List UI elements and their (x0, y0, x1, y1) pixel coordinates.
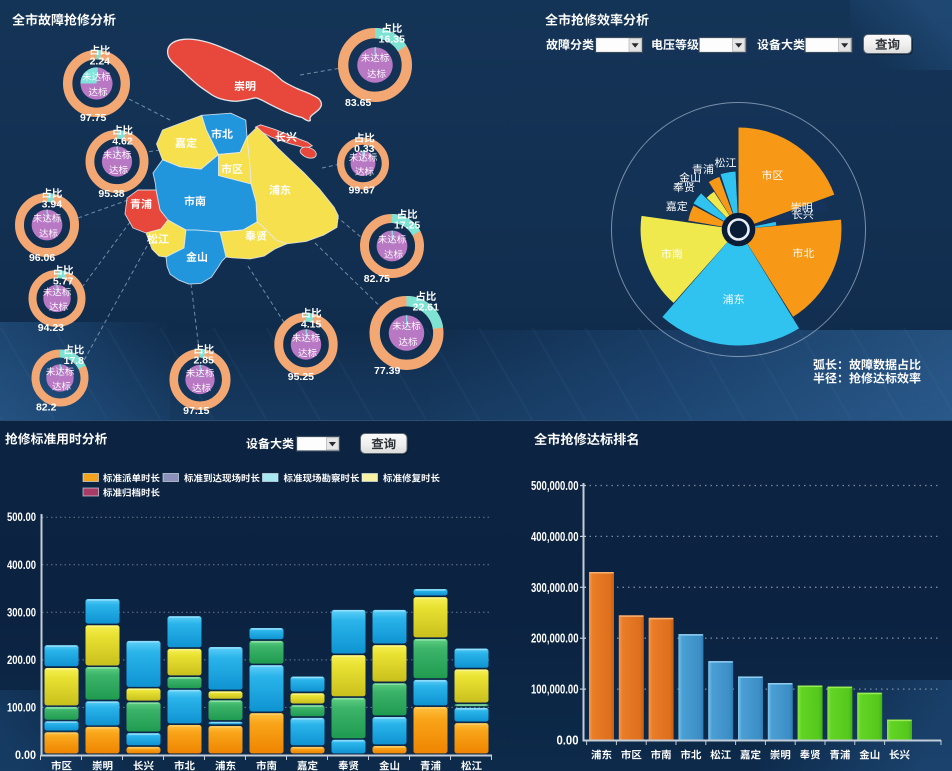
svg-text:2.24: 2.24 (90, 56, 111, 68)
svg-text:2.85: 2.85 (193, 355, 214, 367)
svg-text:99.67: 99.67 (349, 185, 375, 197)
svg-text:95.38: 95.38 (98, 188, 124, 200)
svg-text:0.00: 0.00 (15, 750, 36, 762)
svg-text:400.00: 400.00 (7, 560, 36, 572)
svg-text:100.00: 100.00 (7, 702, 36, 714)
svg-text:4.62: 4.62 (112, 136, 133, 148)
svg-text:500,000.00: 500,000.00 (531, 478, 579, 493)
svg-text:95.25: 95.25 (288, 371, 314, 383)
svg-text:5.77: 5.77 (53, 276, 74, 288)
svg-text:300.00: 300.00 (7, 607, 36, 619)
svg-text:100,000.00: 100,000.00 (531, 682, 579, 697)
svg-text:96.06: 96.06 (29, 252, 55, 264)
svg-text:0.33: 0.33 (354, 143, 375, 155)
svg-text:82.75: 82.75 (364, 273, 390, 285)
svg-text:400,000.00: 400,000.00 (531, 529, 579, 544)
svg-text:200.00: 200.00 (7, 655, 36, 667)
svg-text:3.94: 3.94 (42, 199, 63, 211)
svg-text:200,000.00: 200,000.00 (531, 631, 579, 646)
svg-text:17.8: 17.8 (64, 355, 85, 367)
svg-text:0.00: 0.00 (557, 733, 579, 748)
svg-text:16.35: 16.35 (379, 34, 405, 46)
svg-text:4.15: 4.15 (301, 318, 322, 330)
svg-text:77.39: 77.39 (374, 365, 400, 377)
svg-text:83.65: 83.65 (345, 97, 371, 109)
svg-text:300,000.00: 300,000.00 (531, 580, 579, 595)
svg-text:17.25: 17.25 (394, 220, 420, 232)
svg-text:82.2: 82.2 (36, 402, 57, 414)
svg-text:22.61: 22.61 (413, 302, 439, 314)
svg-text:500.00: 500.00 (7, 512, 36, 524)
svg-text:97.15: 97.15 (183, 405, 209, 417)
svg-text:97.75: 97.75 (80, 112, 106, 124)
svg-text:94.23: 94.23 (38, 322, 64, 334)
